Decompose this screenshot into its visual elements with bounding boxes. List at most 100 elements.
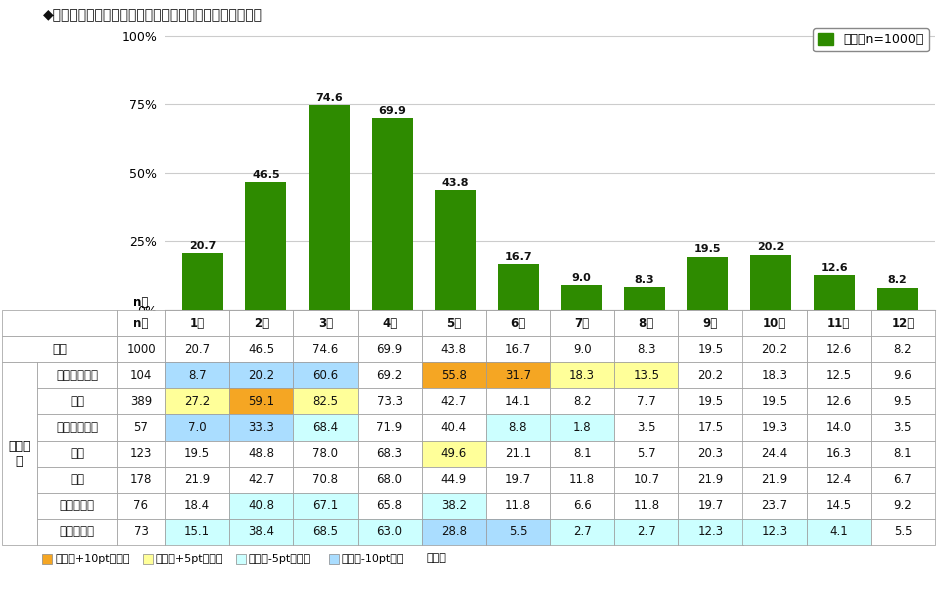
Text: 5.5: 5.5 (509, 526, 527, 539)
Bar (750, 255, 791, 310)
Text: 17.5: 17.5 (697, 421, 724, 434)
Text: 20.2: 20.2 (758, 242, 785, 253)
Bar (165, 467, 229, 493)
Text: 14.5: 14.5 (825, 499, 852, 512)
Text: 9.2: 9.2 (894, 499, 913, 512)
Bar (870, 519, 935, 545)
Bar (293, 388, 357, 414)
Bar (561, 286, 602, 310)
Bar (877, 287, 917, 310)
Bar (293, 441, 357, 467)
Bar (870, 467, 935, 493)
Text: 9月: 9月 (703, 317, 718, 330)
Bar (357, 467, 422, 493)
Bar (486, 388, 550, 414)
Text: 3月: 3月 (318, 317, 333, 330)
Text: 104: 104 (130, 369, 152, 382)
Bar (37, 467, 117, 493)
Text: 10.7: 10.7 (634, 473, 659, 486)
Bar (293, 310, 357, 336)
Bar (743, 362, 807, 388)
Bar (357, 414, 422, 441)
Bar (550, 414, 614, 441)
Text: 近畿: 近畿 (70, 473, 84, 486)
Text: 20.7: 20.7 (189, 241, 216, 251)
Bar (229, 362, 293, 388)
Text: 19.5: 19.5 (697, 343, 724, 356)
Text: 19.7: 19.7 (697, 499, 724, 512)
Text: 7月: 7月 (574, 317, 589, 330)
Bar (117, 388, 165, 414)
Text: 20.3: 20.3 (697, 447, 724, 460)
Bar (807, 362, 870, 388)
Bar (614, 493, 679, 519)
Bar (486, 310, 550, 336)
Text: 178: 178 (130, 473, 152, 486)
Text: （％）: （％） (427, 553, 446, 563)
Bar (371, 118, 413, 310)
Bar (229, 467, 293, 493)
Bar (679, 336, 743, 362)
Text: 2.7: 2.7 (637, 526, 655, 539)
Bar (870, 336, 935, 362)
Text: 1000: 1000 (126, 343, 156, 356)
Text: 15.1: 15.1 (184, 526, 211, 539)
Bar (293, 414, 357, 441)
Bar (117, 493, 165, 519)
Bar (486, 467, 550, 493)
Bar (165, 336, 229, 362)
Text: 63.0: 63.0 (377, 526, 402, 539)
Text: 5.5: 5.5 (894, 526, 912, 539)
Bar (679, 310, 743, 336)
Text: エリア
別: エリア 別 (8, 440, 31, 468)
Legend: 全体［n=1000］: 全体［n=1000］ (813, 28, 929, 51)
Text: 82.5: 82.5 (312, 395, 338, 408)
Bar (807, 388, 870, 414)
Text: 19.5: 19.5 (184, 447, 211, 460)
Bar (614, 388, 679, 414)
Text: 4.1: 4.1 (829, 526, 848, 539)
Text: 8.1: 8.1 (572, 447, 591, 460)
Bar (614, 519, 679, 545)
Bar (422, 362, 486, 388)
Bar (870, 441, 935, 467)
Text: 40.8: 40.8 (248, 499, 274, 512)
Bar (679, 493, 743, 519)
Bar (293, 336, 357, 362)
Text: 10月: 10月 (763, 317, 786, 330)
Text: 73.3: 73.3 (377, 395, 402, 408)
Bar (293, 519, 357, 545)
Bar (614, 362, 679, 388)
Text: 20.2: 20.2 (248, 369, 274, 382)
Text: 123: 123 (130, 447, 152, 460)
Bar (743, 414, 807, 441)
Bar (117, 519, 165, 545)
Bar (422, 310, 486, 336)
Bar (486, 414, 550, 441)
Text: 8.3: 8.3 (634, 275, 654, 285)
Text: 44.9: 44.9 (441, 473, 467, 486)
Text: 20.2: 20.2 (761, 343, 788, 356)
Bar (550, 310, 614, 336)
Bar (679, 388, 743, 414)
Text: 16.7: 16.7 (505, 252, 532, 262)
Text: 21.9: 21.9 (697, 473, 724, 486)
Bar (37, 519, 117, 545)
Bar (807, 310, 870, 336)
Text: 60.6: 60.6 (312, 369, 338, 382)
Bar (679, 362, 743, 388)
Bar (165, 362, 229, 388)
Bar (165, 388, 229, 414)
Bar (293, 362, 357, 388)
Text: 関東: 関東 (70, 395, 84, 408)
Bar (743, 493, 807, 519)
Text: 九州・沖縄: 九州・沖縄 (59, 526, 95, 539)
Bar (229, 414, 293, 441)
Text: 6.6: 6.6 (572, 499, 591, 512)
Bar (42, 553, 52, 563)
Bar (37, 362, 117, 388)
Text: 8.2: 8.2 (894, 343, 912, 356)
Text: 12.3: 12.3 (761, 526, 788, 539)
Text: 23.7: 23.7 (761, 499, 788, 512)
Bar (498, 264, 539, 310)
